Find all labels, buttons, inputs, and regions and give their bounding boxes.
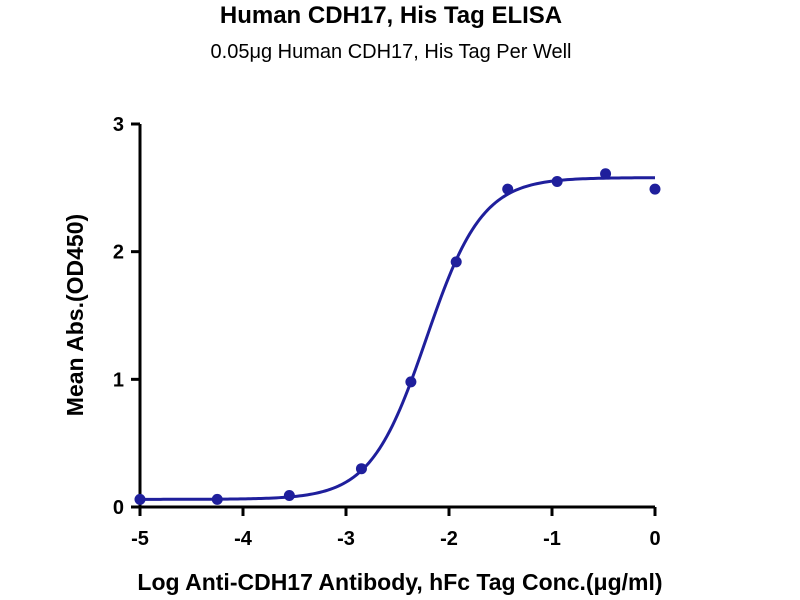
axes xyxy=(138,124,655,509)
chart-subtitle: 0.05μg Human CDH17, His Tag Per Well xyxy=(211,41,572,63)
x-tick-label: 0 xyxy=(649,528,660,550)
x-axis-label: Log Anti-CDH17 Antibody, hFc Tag Conc.(μ… xyxy=(137,569,662,595)
x-tick-label: -5 xyxy=(131,528,149,550)
y-tick-label: 0 xyxy=(113,497,124,519)
y-axis-label: Mean Abs.(OD450) xyxy=(62,214,88,416)
data-point xyxy=(283,490,295,502)
data-point xyxy=(405,376,417,388)
fit-curve-layer xyxy=(140,176,656,501)
y-tick-label: 1 xyxy=(113,369,124,391)
y-tick-label: 3 xyxy=(113,114,124,136)
data-point xyxy=(502,183,514,195)
y-tick-label: 2 xyxy=(113,242,124,264)
x-tick-label: -1 xyxy=(543,528,561,550)
x-tick-label: -3 xyxy=(337,528,355,550)
x-tick-label: -2 xyxy=(440,528,458,550)
data-point xyxy=(450,256,462,268)
data-point xyxy=(649,183,661,195)
ticks: -5 -4 -3 -2 -1 0 0 1 2 3 xyxy=(113,114,661,550)
data-points-layer xyxy=(134,168,661,505)
x-tick-label: -4 xyxy=(234,528,253,550)
data-point xyxy=(600,168,612,180)
fit-curve-line xyxy=(140,176,656,501)
data-point xyxy=(211,493,223,505)
chart-title: Human CDH17, His Tag ELISA xyxy=(220,2,562,29)
data-point xyxy=(134,493,146,505)
data-point xyxy=(551,175,563,187)
data-point xyxy=(355,463,367,475)
